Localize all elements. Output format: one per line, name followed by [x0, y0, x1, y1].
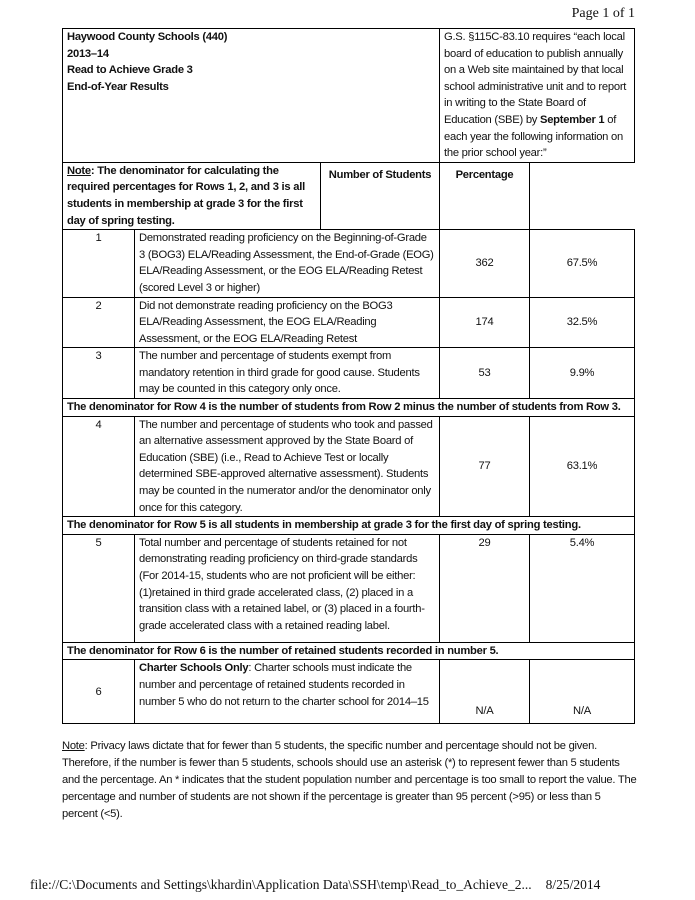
column-header-row: Note: The denominator for calculating th…	[62, 161, 635, 231]
row-number: 6	[62, 659, 135, 725]
denominator-row: The denominator for Row 6 is the number …	[62, 641, 635, 661]
table-row: 4 The number and percentage of students w…	[62, 415, 635, 518]
denominator-row: The denominator for Row 5 is all student…	[62, 516, 635, 535]
results-table: Haywood County Schools (440) 2013–14 Rea…	[62, 28, 635, 725]
students-value: 77	[439, 415, 530, 518]
district-name: Haywood County Schools (440)	[67, 31, 228, 43]
table-row: 2 Did not demonstrate reading proficiency…	[62, 296, 635, 349]
page-number: Page 1 of 1	[571, 6, 635, 21]
row-description: Demonstrated reading proficiency on the …	[134, 229, 440, 298]
percentage-value: 5.4%	[529, 533, 635, 643]
denominator-note-row4: The denominator for Row 4 is the number …	[62, 398, 635, 417]
students-value: N/A	[439, 659, 530, 725]
students-value: 53	[439, 347, 530, 400]
table-row: 6 Charter Schools Only: Charter schools m…	[62, 659, 635, 725]
table-row: 1 Demonstrated reading proficiency on the…	[62, 229, 635, 298]
denominator-note-row6: The denominator for Row 6 is the number …	[62, 641, 635, 661]
denominator-note-row5: The denominator for Row 5 is all student…	[62, 516, 635, 535]
row-description: Did not demonstrate reading proficiency …	[134, 296, 440, 349]
file-path: file://C:\Documents and Settings\khardin…	[30, 877, 532, 892]
table-row: 3 The number and percentage of students e…	[62, 347, 635, 400]
row-description: The number and percentage of students wh…	[134, 415, 440, 518]
row-number: 3	[62, 347, 135, 400]
report-subtitle: End-of-Year Results	[67, 80, 169, 93]
percentage-value: 9.9%	[529, 347, 635, 400]
school-year: 2013–14	[67, 47, 109, 60]
students-value: 174	[439, 296, 530, 349]
percentage-value: N/A	[529, 659, 635, 725]
col-header-students: Number of Students	[320, 161, 440, 231]
row-description: Total number and percentage of students …	[134, 533, 440, 643]
row-description: The number and percentage of students ex…	[134, 347, 440, 400]
percentage-value: 32.5%	[529, 296, 635, 349]
district-info: Haywood County Schools (440) 2013–14 Rea…	[62, 28, 440, 163]
percentage-value: 67.5%	[529, 229, 635, 298]
print-footer: file://C:\Documents and Settings\khardin…	[30, 860, 695, 894]
header-row: Haywood County Schools (440) 2013–14 Rea…	[62, 28, 635, 163]
col-header-percentage: Percentage	[439, 161, 530, 231]
percentage-value: 63.1%	[529, 415, 635, 518]
row-description: Charter Schools Only: Charter schools mu…	[134, 659, 440, 725]
row-number: 2	[62, 296, 135, 349]
students-value: 29	[439, 533, 530, 643]
students-value: 362	[439, 229, 530, 298]
statute-text: G.S. §115C-83.10 requires “each local bo…	[439, 28, 635, 163]
denominator-note: Note: The denominator for calculating th…	[62, 161, 321, 231]
row-number: 1	[62, 229, 135, 298]
denominator-row: The denominator for Row 4 is the number …	[62, 398, 635, 417]
privacy-footnote: Note: Privacy laws dictate that for fewe…	[62, 740, 637, 821]
table-row: 5 Total number and percentage of students…	[62, 533, 635, 643]
report-title: Read to Achieve Grade 3	[67, 64, 193, 77]
row-number: 4	[62, 415, 135, 518]
print-date: 8/25/2014	[545, 877, 601, 892]
row-number: 5	[62, 533, 135, 643]
